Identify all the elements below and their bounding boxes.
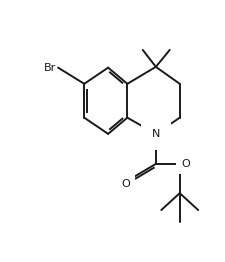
Text: O: O <box>120 179 129 189</box>
Text: N: N <box>151 129 159 139</box>
Text: Br: Br <box>43 63 56 73</box>
Text: O: O <box>180 159 189 169</box>
